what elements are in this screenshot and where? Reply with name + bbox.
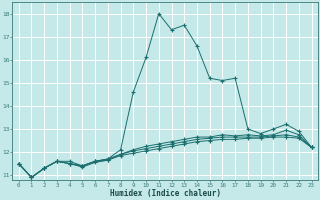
X-axis label: Humidex (Indice chaleur): Humidex (Indice chaleur)	[110, 189, 220, 198]
